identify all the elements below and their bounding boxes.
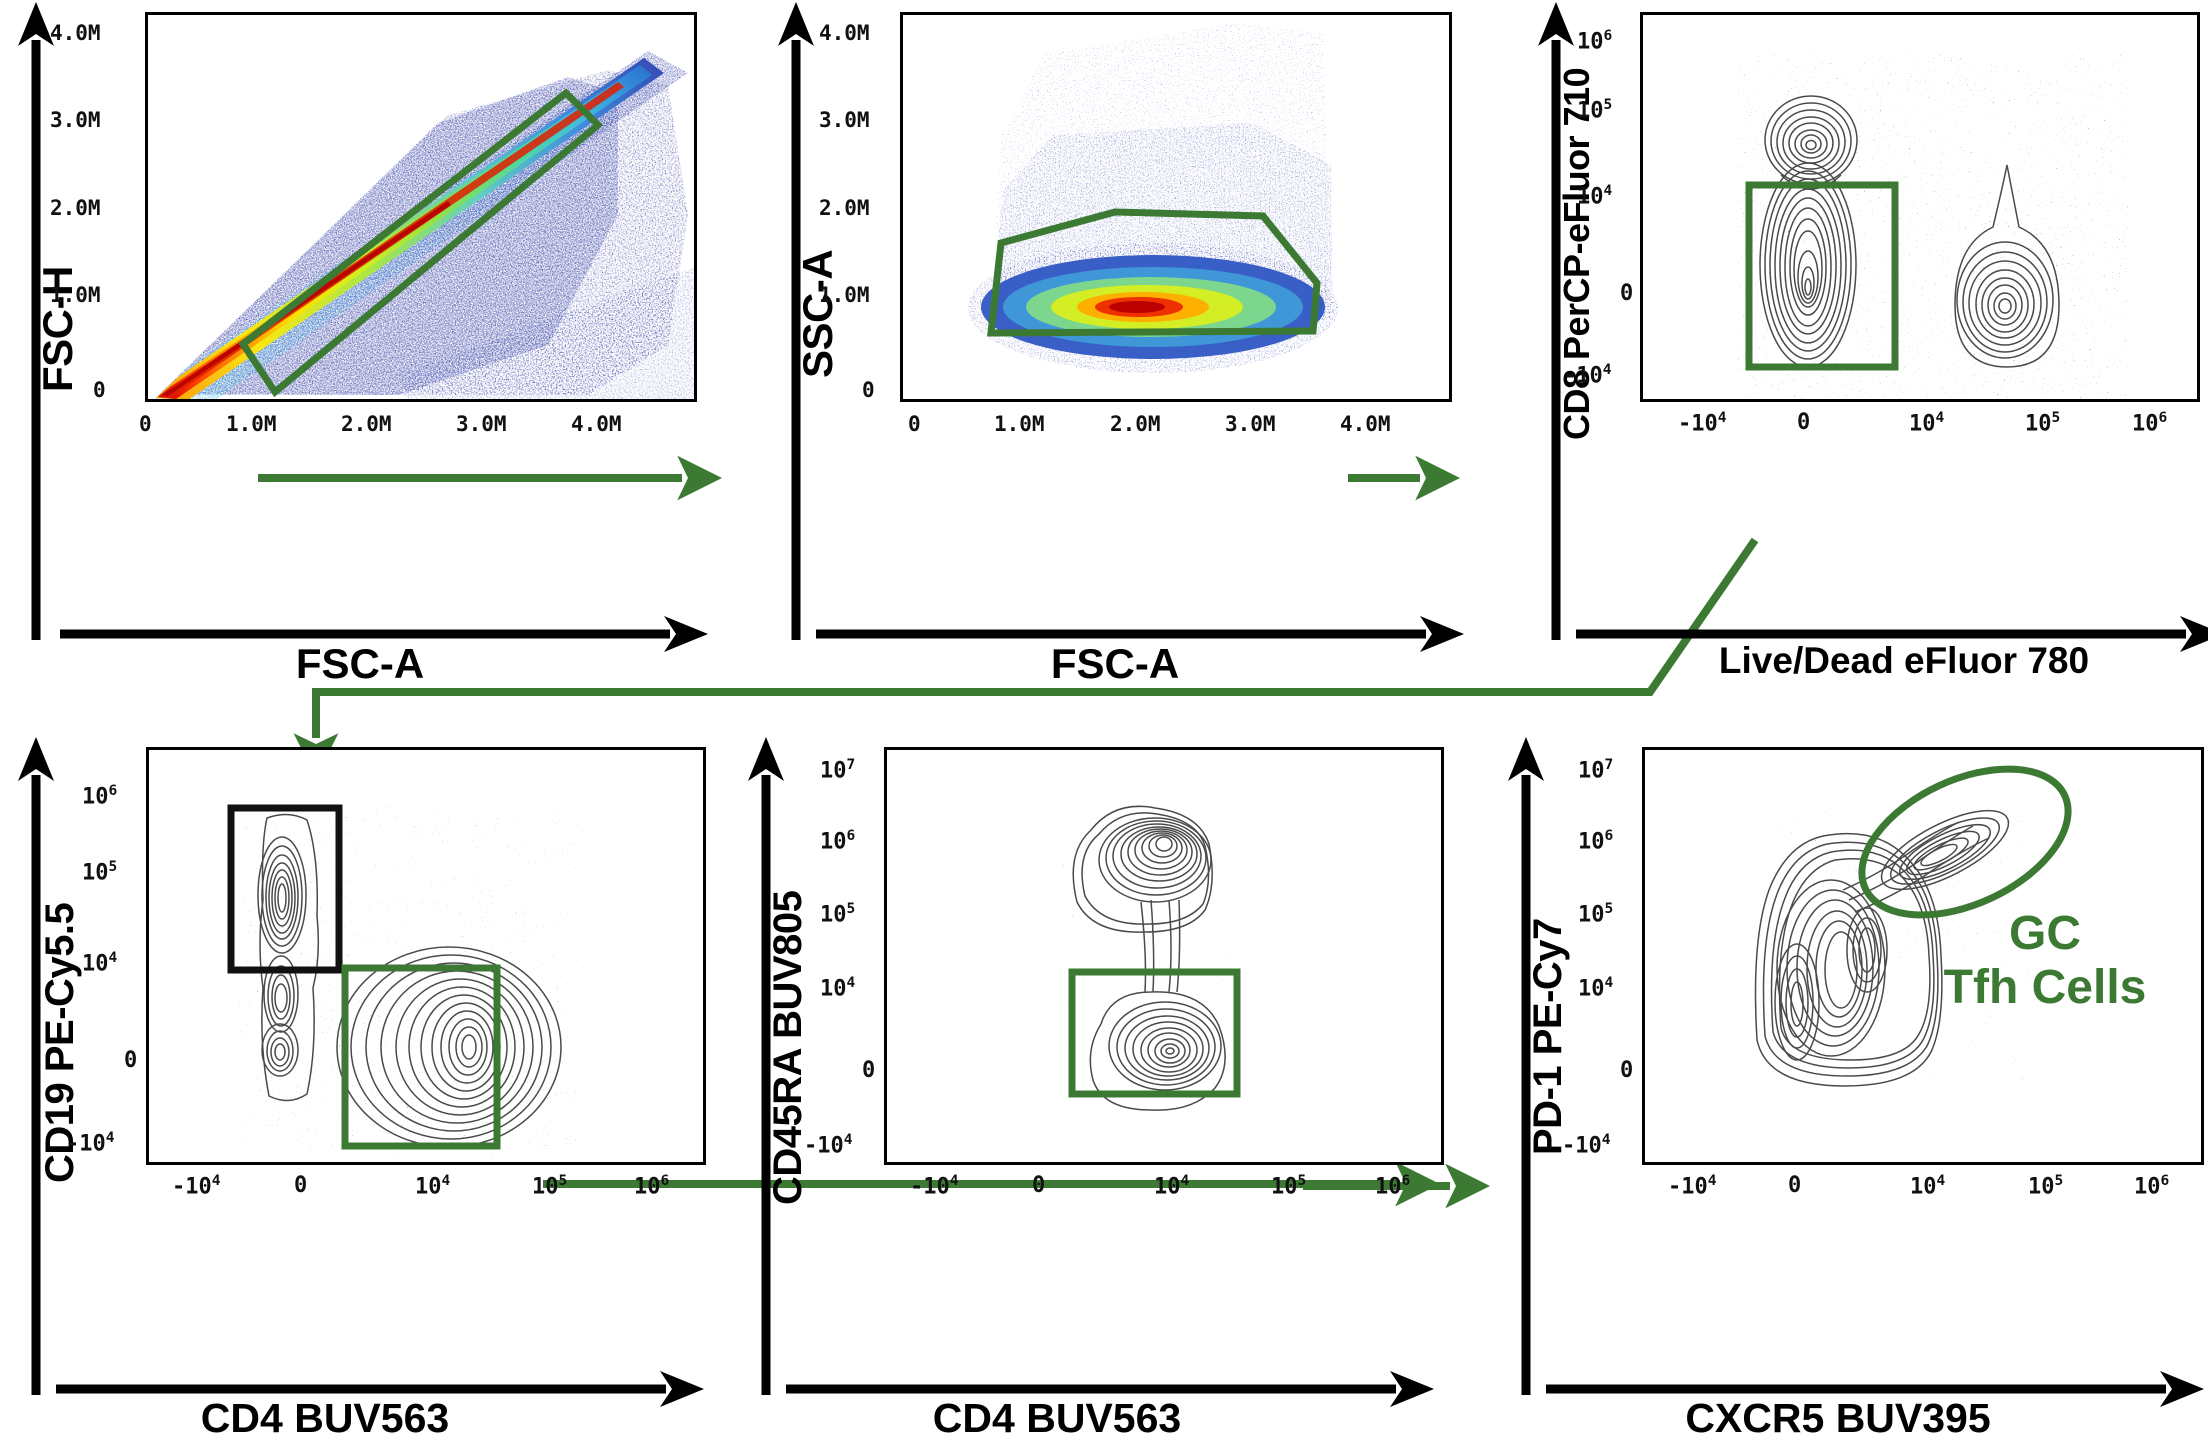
p6-y-axis-title: PD-1 PE-Cy7	[1526, 918, 1570, 1155]
p4-cd4-tcell-gate	[341, 964, 501, 1150]
x-axis-arrow-p3	[1576, 616, 2208, 652]
x-axis-arrow-p5	[786, 1371, 1434, 1407]
p3-live-cd8neg-gate	[1745, 181, 1899, 371]
p6-xtick-5: 105	[2028, 1173, 2064, 1200]
p2-y-axis-title: SSC-A	[794, 249, 841, 378]
y-axis-arrow-p1	[18, 2, 54, 640]
p6-xtick-0: 0	[1788, 1173, 1802, 1198]
p3-ytick-4: 104	[1577, 183, 1613, 210]
p5-ytick-4: 104	[820, 975, 856, 1002]
p4-xtick-6: 106	[634, 1173, 670, 1200]
p2-plot-area	[900, 12, 1452, 402]
p2-ytick-3: 3.0M	[819, 108, 870, 132]
p5-x-axis-title: CD4 BUV563	[932, 1395, 1182, 1441]
p2-lymphocyte-gate	[987, 208, 1321, 337]
p4-ytick-0: 0	[124, 1048, 138, 1073]
p3-ytick-0: 0	[1620, 281, 1634, 306]
p1-ytick-3: 3.0M	[50, 108, 101, 132]
p6-ytick-0: 0	[1620, 1058, 1634, 1083]
p1-xtick-1: 1.0M	[226, 412, 277, 436]
p2-xtick-4: 4.0M	[1340, 412, 1391, 436]
p6-gc-tfh-gate	[1858, 765, 2072, 919]
p3-xtick-5: 105	[2025, 410, 2061, 437]
p5-xtick-5: 105	[1271, 1173, 1307, 1200]
p4-xtick-5: 105	[532, 1173, 568, 1200]
p6-ytick-7: 107	[1578, 757, 1614, 784]
x-axis-arrow-p1	[60, 616, 708, 652]
p3-ytick-minus4: -104	[1563, 362, 1612, 389]
p4-ytick-minus4: -104	[66, 1130, 115, 1157]
p1-singlet-gate	[238, 88, 604, 398]
p6-xtick-6: 106	[2134, 1173, 2170, 1200]
p4-ytick-5: 105	[82, 859, 118, 886]
y-axis-arrow-p3	[1538, 2, 1574, 640]
p4-xtick-minus4: -104	[172, 1173, 221, 1200]
p1-ytick-0: 0	[93, 378, 106, 402]
p5-ytick-5: 105	[820, 901, 856, 928]
p2-ytick-4: 4.0M	[819, 21, 870, 45]
p5-xtick-minus4: -104	[910, 1173, 959, 1200]
y-axis-arrow-p2	[778, 2, 814, 640]
x-axis-arrow-p4	[56, 1371, 704, 1407]
p6-xtick-4: 104	[1910, 1173, 1946, 1200]
p3-xtick-4: 104	[1909, 410, 1945, 437]
p5-ytick-minus4: -104	[804, 1132, 853, 1159]
p3-xtick-minus4: -104	[1678, 410, 1727, 437]
p4-xtick-0: 0	[294, 1173, 308, 1198]
p6-x-axis-title: CXCR5 BUV395	[1685, 1395, 1991, 1441]
p6-ytick-4: 104	[1578, 975, 1614, 1002]
p5-ytick-7: 107	[820, 757, 856, 784]
p6-ytick-5: 105	[1578, 901, 1614, 928]
p3-xtick-6: 106	[2132, 410, 2168, 437]
p3-x-axis-title: Live/Dead eFluor 780	[1718, 640, 2090, 681]
p3-ytick-5: 105	[1577, 97, 1613, 124]
p2-ytick-0: 0	[862, 378, 875, 402]
p5-ytick-6: 106	[820, 828, 856, 855]
p2-ytick-1: 1.0M	[819, 283, 870, 307]
p2-xtick-1: 1.0M	[994, 412, 1045, 436]
p1-xtick-3: 3.0M	[456, 412, 507, 436]
p2-ytick-2: 2.0M	[819, 196, 870, 220]
x-axis-arrow-p2	[816, 616, 1464, 652]
p6-ytick-6: 106	[1578, 828, 1614, 855]
p6-xtick-minus4: -104	[1668, 1173, 1717, 1200]
x-axis-arrow-p6	[1546, 1371, 2204, 1407]
p3-xtick-0: 0	[1797, 410, 1811, 435]
p1-plot-area	[145, 12, 697, 402]
p1-xtick-0: 0	[139, 412, 152, 436]
p1-ytick-1: 1.0M	[50, 283, 101, 307]
p5-xtick-6: 106	[1375, 1173, 1411, 1200]
p4-x-axis-title: CD4 BUV563	[200, 1395, 450, 1441]
p5-xtick-0: 0	[1032, 1173, 1046, 1198]
p5-cd45ra-neg-gate	[1068, 968, 1241, 1098]
p3-ytick-6: 106	[1577, 28, 1613, 55]
p1-xtick-2: 2.0M	[341, 412, 392, 436]
p1-ytick-2: 2.0M	[50, 196, 101, 220]
p4-cd19-bcell-gate	[227, 804, 343, 974]
p2-xtick-3: 3.0M	[1225, 412, 1276, 436]
p2-xtick-2: 2.0M	[1110, 412, 1161, 436]
p3-plot-area	[1640, 12, 2200, 402]
y-axis-arrow-p5	[748, 737, 784, 1395]
p5-ytick-0: 0	[862, 1058, 876, 1083]
p4-ytick-6: 106	[82, 783, 118, 810]
p4-plot-area	[146, 747, 706, 1165]
p1-ytick-4: 4.0M	[50, 21, 101, 45]
y-axis-arrow-p6	[1508, 737, 1544, 1395]
p4-xtick-4: 104	[415, 1173, 451, 1200]
y-axis-arrow-p4	[18, 737, 54, 1395]
p5-xtick-4: 104	[1154, 1173, 1190, 1200]
p4-ytick-4: 104	[82, 950, 118, 977]
p6-ytick-minus4: -104	[1562, 1132, 1611, 1159]
p6-plot-area	[1642, 747, 2204, 1165]
p2-x-axis-title: FSC-A	[1050, 640, 1180, 687]
p1-xtick-4: 4.0M	[571, 412, 622, 436]
p5-plot-area	[884, 747, 1444, 1165]
p1-x-axis-title: FSC-A	[295, 640, 425, 687]
gc-tfh-gate-label: GC Tfh Cells	[1943, 907, 2147, 1014]
p2-xtick-0: 0	[908, 412, 921, 436]
